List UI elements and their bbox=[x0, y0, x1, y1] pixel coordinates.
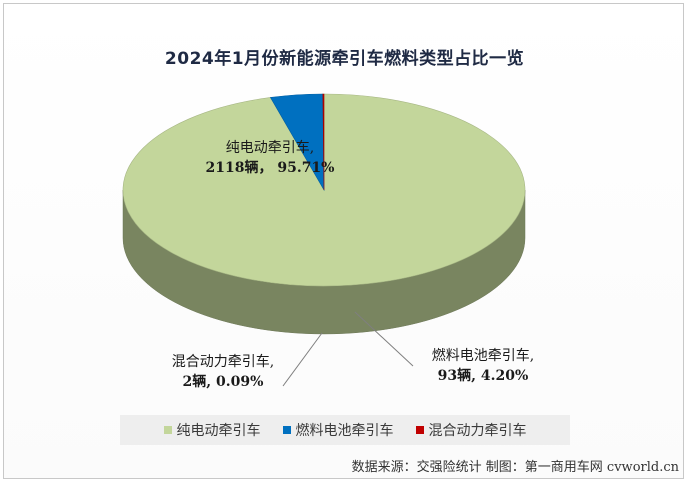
legend-item-fcev: 燃料电池牵引车 bbox=[282, 420, 394, 440]
source-note: 数据来源：交强险统计 制图：第一商用车网 cvworld.cn bbox=[351, 460, 679, 475]
pie-slice-2 bbox=[322, 93, 325, 191]
leader-line-hybrid bbox=[282, 332, 323, 387]
data-label-bev: 纯电动牵引车, 2118辆， 95.71% bbox=[205, 140, 335, 176]
legend-swatch-bev bbox=[163, 426, 172, 434]
legend: 纯电动牵引车 燃料电池牵引车 混合动力牵引车 bbox=[120, 415, 570, 445]
data-label-fcev: 燃料电池牵引车, 93辆, 4.20% bbox=[431, 348, 535, 384]
legend-item-hybrid: 混合动力牵引车 bbox=[415, 420, 527, 440]
legend-label-bev: 纯电动牵引车 bbox=[176, 423, 261, 439]
legend-swatch-hybrid bbox=[415, 426, 424, 434]
legend-label-hybrid: 混合动力牵引车 bbox=[428, 423, 527, 439]
chart-title: 2024年1月份新能源牵引车燃料类型占比一览 bbox=[164, 49, 525, 69]
legend-item-bev: 纯电动牵引车 bbox=[163, 420, 261, 440]
legend-swatch-fcev bbox=[282, 426, 291, 434]
data-label-hybrid: 混合动力牵引车, 2辆, 0.09% bbox=[171, 354, 275, 390]
leader-line-fcev bbox=[354, 311, 414, 367]
legend-label-fcev: 燃料电池牵引车 bbox=[295, 423, 394, 439]
